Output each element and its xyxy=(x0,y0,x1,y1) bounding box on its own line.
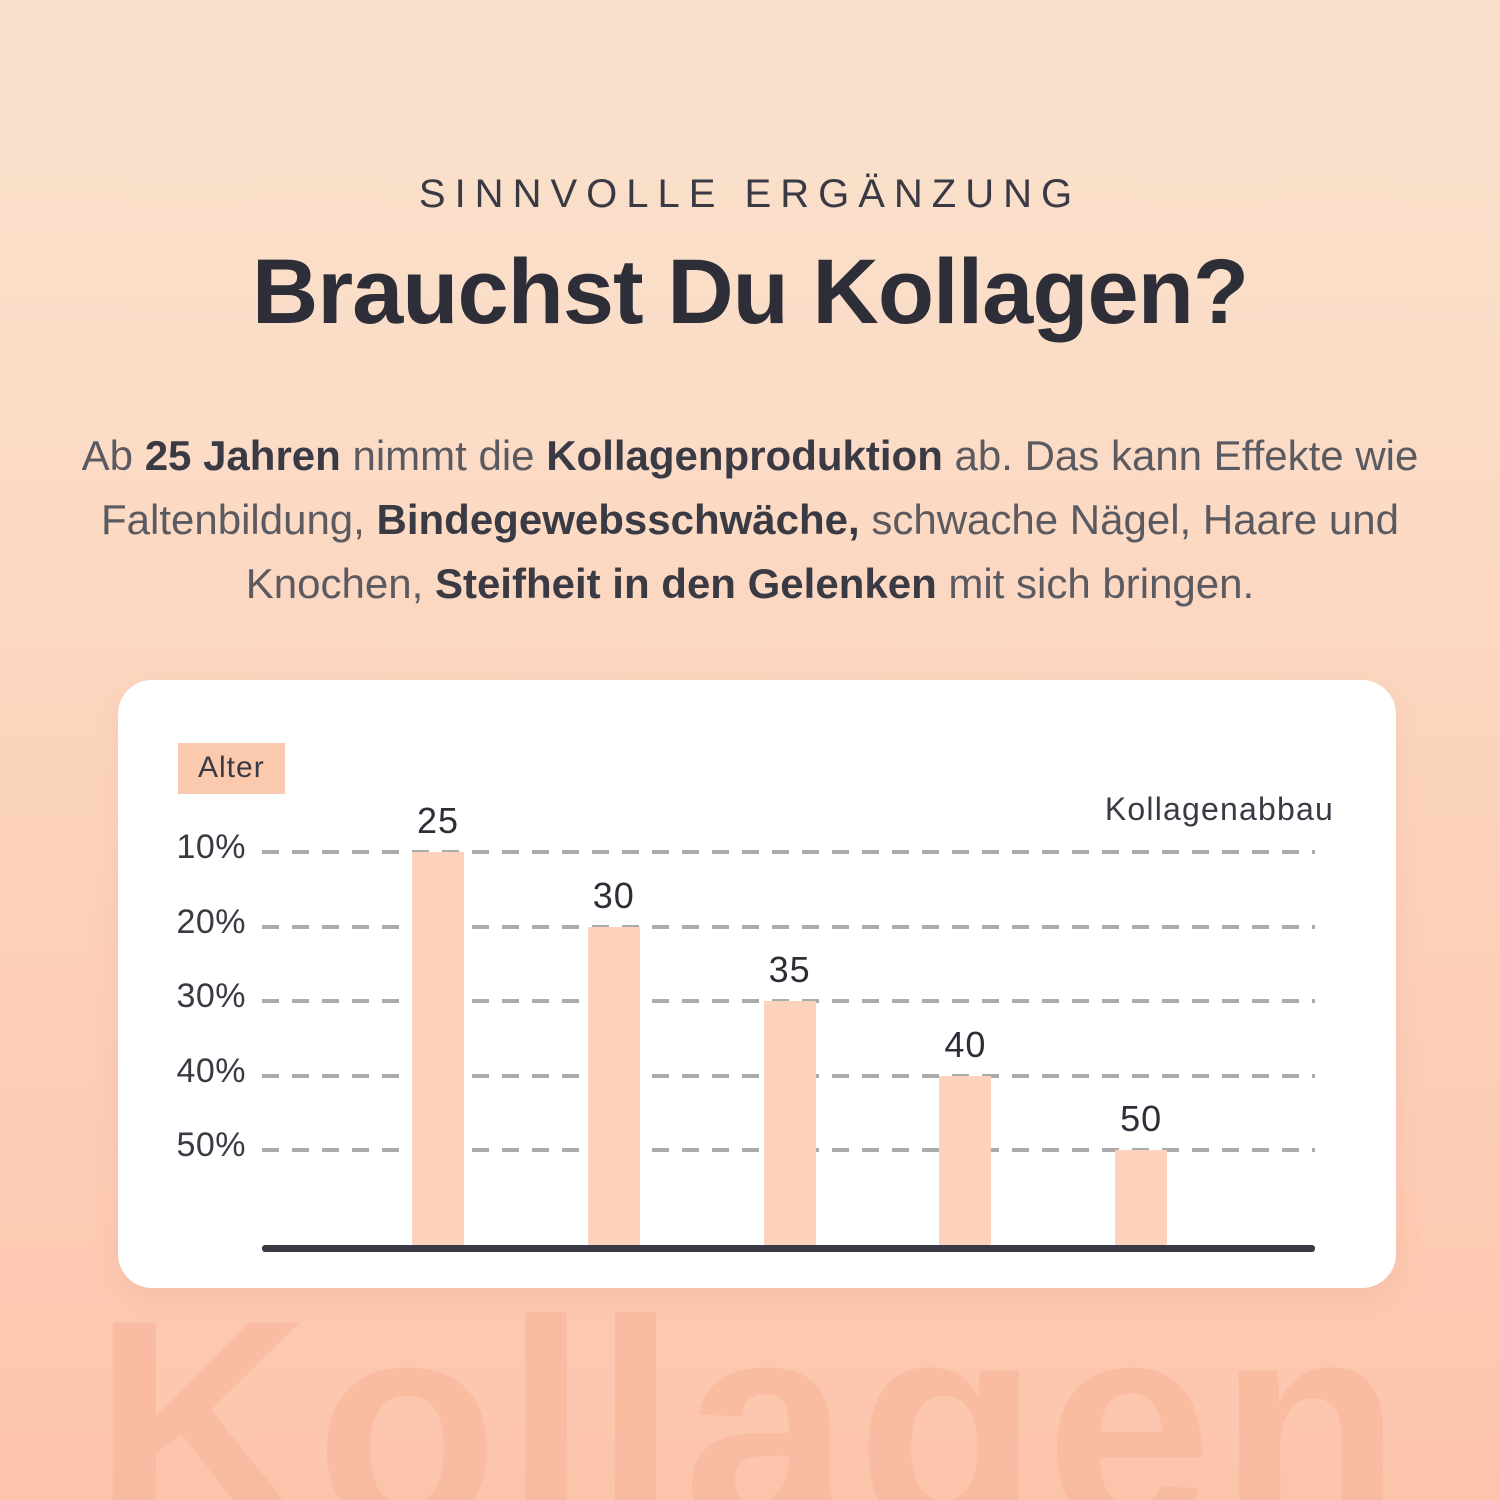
bar-label-25: 25 xyxy=(416,800,460,841)
chart-baseline-axis xyxy=(262,1245,1315,1252)
header-block: SINNVOLLE ERGÄNZUNG Brauchst Du Kollagen… xyxy=(0,0,1500,341)
bar-label-50: 50 xyxy=(1120,1098,1163,1139)
body-paragraph: Ab 25 Jahren nimmt die Kollagenproduktio… xyxy=(40,424,1460,615)
y-axis-tick-10: 10% xyxy=(176,828,246,866)
body-text-5: mit sich bringen. xyxy=(936,559,1255,607)
page-title: Brauchst Du Kollagen? xyxy=(251,241,1249,343)
y-axis-tick-30: 30% xyxy=(176,977,246,1015)
bar-age-30 xyxy=(587,926,640,1245)
bar-label-40: 40 xyxy=(944,1023,987,1065)
bar-age-40 xyxy=(939,1075,992,1245)
bar-age-50 xyxy=(1115,1150,1168,1245)
series-label-kollagenabbau: Kollagenabbau xyxy=(1104,791,1334,827)
y-axis-tick-50: 50% xyxy=(176,1126,246,1164)
gridline-10 xyxy=(262,850,1315,854)
bar-label-30: 30 xyxy=(592,874,635,916)
body-strong-25-jahren: 25 Jahren xyxy=(144,432,341,479)
body-text-1: Ab xyxy=(81,432,145,479)
body-strong-bindegewebsschwaeche: Bindegewebsschwäche, xyxy=(376,495,860,543)
chart-card: Alter Kollagenabbau 10% 20% 30% 40% 50% 25 30 3… xyxy=(118,680,1396,1288)
body-strong-kollagenproduktion: Kollagenproduktion xyxy=(546,432,943,479)
bar-chart-plot: 10% 20% 30% 40% 50% 25 30 35 40 50 xyxy=(118,680,1396,1288)
eyebrow-text: SINNVOLLE ERGÄNZUNG xyxy=(418,172,1082,216)
bar-age-25 xyxy=(412,852,464,1245)
body-text-4: schwache Nägel, Haare und Knochen, xyxy=(245,495,1400,607)
body-text-2: nimmt die xyxy=(340,432,547,479)
gridline-20 xyxy=(262,924,1315,929)
bar-label-35: 35 xyxy=(768,949,811,990)
watermark-kollagen: Kollagen xyxy=(92,1257,1408,1500)
y-axis-tick-40: 40% xyxy=(176,1051,246,1090)
body-text-3: ab. Das kann Effekte wie Faltenbildung, xyxy=(100,432,1419,543)
y-axis-tick-20: 20% xyxy=(176,902,246,941)
body-strong-steifheit: Steifheit in den Gelenken xyxy=(434,559,937,607)
bar-age-35 xyxy=(763,1001,816,1245)
alter-axis-badge: Alter xyxy=(178,743,285,794)
